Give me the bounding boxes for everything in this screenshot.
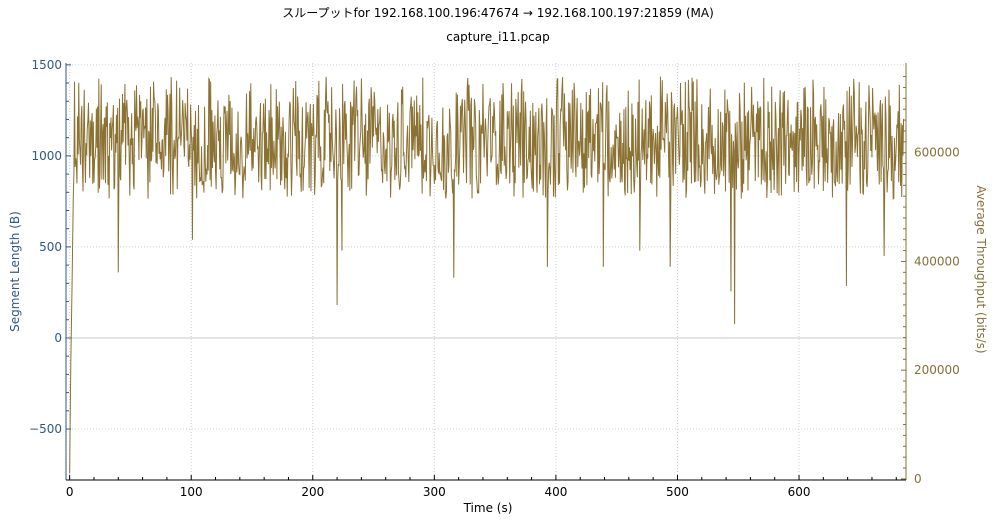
- y-axis-left-label: Segment Length (B): [8, 211, 22, 332]
- axes: [65, 63, 907, 481]
- y-left-tick-label: 1000: [31, 149, 62, 163]
- tick-labels: 0 100 200 300 400 500 600 −500 0 500 1000 1500 0 2000…: [29, 58, 960, 499]
- x-tick-label: 400: [544, 485, 567, 499]
- x-tick-label: 100: [180, 485, 203, 499]
- chart-title: スループットfor 192.168.100.196:47674 → 192.16…: [282, 6, 714, 20]
- throughput-line: [69, 76, 905, 474]
- x-tick-label: 500: [666, 485, 689, 499]
- x-axis-label: Time (s): [463, 501, 513, 515]
- x-tick-label: 0: [66, 485, 74, 499]
- y-left-tick-label: 1500: [31, 58, 62, 72]
- y-axis-right-label: Average Throughput (bits/s): [974, 185, 988, 353]
- series-throughput: [69, 76, 905, 474]
- chart-subtitle: capture_i11.pcap: [446, 30, 550, 44]
- x-tick-label: 300: [423, 485, 446, 499]
- y-right-tick-label: 200000: [914, 363, 960, 377]
- y-left-tick-label: 0: [54, 331, 62, 345]
- y-left-tick-label: 500: [39, 240, 62, 254]
- y-right-tick-label: 600000: [914, 146, 960, 160]
- y-right-tick-label: 0: [914, 472, 922, 486]
- y-left-tick-label: −500: [29, 422, 62, 436]
- x-tick-label: 600: [788, 485, 811, 499]
- y-right-tick-label: 400000: [914, 254, 960, 268]
- x-tick-label: 200: [301, 485, 324, 499]
